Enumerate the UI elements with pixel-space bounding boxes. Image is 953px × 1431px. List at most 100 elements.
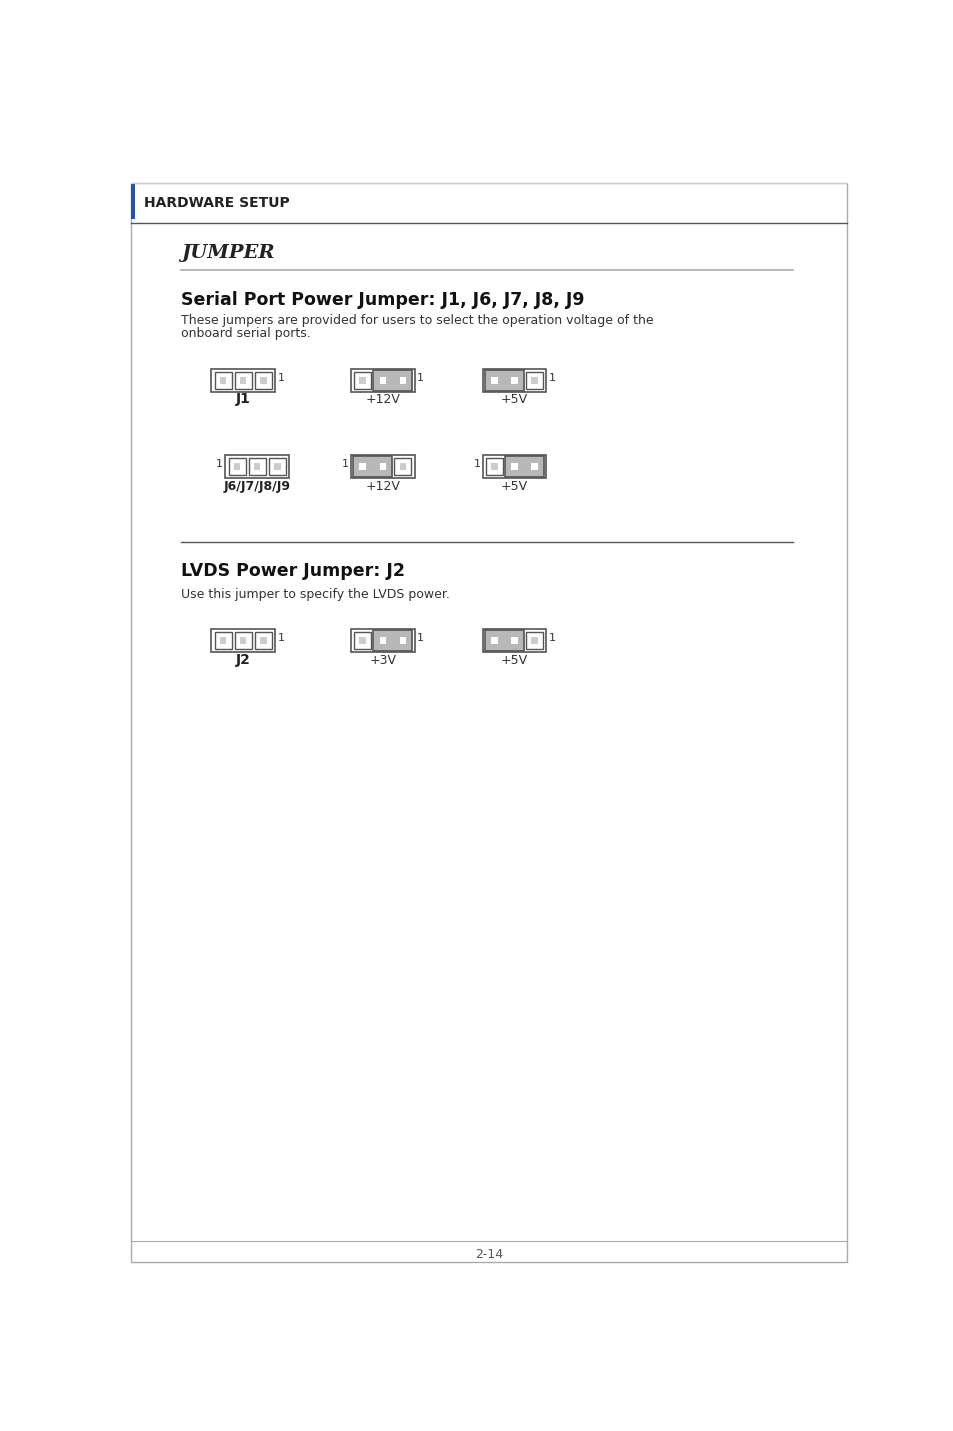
Bar [525,633,542,650]
Bar [379,637,386,644]
Bar [374,458,391,475]
Bar [482,455,546,478]
Bar [240,637,246,644]
Bar [485,633,502,650]
Text: Serial Port Power Jumper: J1, J6, J7, J8, J9: Serial Port Power Jumper: J1, J6, J7, J8… [181,290,584,309]
Bar [234,372,252,389]
Bar [219,637,226,644]
Bar [269,458,286,475]
Bar [484,630,523,651]
Bar [511,637,517,644]
Bar [274,464,280,469]
Bar [394,372,411,389]
Bar [511,378,517,384]
Bar [353,456,392,478]
Text: 1: 1 [548,634,555,644]
Bar [359,464,365,469]
Bar [131,183,134,219]
Bar [260,378,266,384]
Bar [354,633,371,650]
Text: +5V: +5V [500,394,528,406]
Text: J2: J2 [235,653,251,667]
Bar [229,458,245,475]
Bar [491,637,497,644]
Bar [351,369,415,392]
Text: 1: 1 [548,373,555,384]
Text: 1: 1 [277,373,284,384]
Bar [394,633,411,650]
Bar [531,464,537,469]
Text: onboard serial ports.: onboard serial ports. [181,326,311,341]
Bar [373,369,412,391]
Bar [531,378,537,384]
Bar [354,458,371,475]
Bar [351,630,415,653]
Bar [254,372,272,389]
Text: +12V: +12V [365,394,399,406]
Bar [505,633,522,650]
Bar [399,637,406,644]
Bar [359,637,365,644]
Bar [511,464,517,469]
Bar [379,464,386,469]
Bar [485,458,502,475]
Bar [491,378,497,384]
Bar [374,372,391,389]
Bar [219,378,226,384]
Bar [212,369,274,392]
Bar [482,630,546,653]
Bar [394,458,411,475]
Text: 1: 1 [473,459,480,469]
Bar [511,378,517,384]
Bar [399,637,406,644]
Bar [484,369,523,391]
Text: LVDS Power Jumper: J2: LVDS Power Jumper: J2 [181,562,405,581]
Bar [399,464,406,469]
Bar [379,637,386,644]
Bar [373,630,412,651]
Bar [491,637,497,644]
Bar [485,372,502,389]
Bar [253,464,260,469]
Text: J1: J1 [235,392,251,406]
Bar [505,458,522,475]
Bar [505,456,543,478]
Text: 2-14: 2-14 [475,1248,502,1261]
Bar [482,369,546,392]
Bar [359,464,365,469]
Text: 1: 1 [277,634,284,644]
Bar [511,637,517,644]
Bar [399,378,406,384]
Text: +3V: +3V [369,654,395,667]
Text: 1: 1 [416,373,423,384]
Text: These jumpers are provided for users to select the operation voltage of the: These jumpers are provided for users to … [181,313,653,326]
Bar [233,464,240,469]
Bar [234,633,252,650]
Bar [491,464,497,469]
Bar [399,378,406,384]
Text: JUMPER: JUMPER [181,245,274,262]
Bar [359,378,365,384]
Bar [354,372,371,389]
Text: J6/J7/J8/J9: J6/J7/J8/J9 [223,479,291,492]
Bar [531,464,537,469]
Text: +5V: +5V [500,654,528,667]
Bar [214,633,232,650]
Text: 1: 1 [416,634,423,644]
Bar [511,464,517,469]
Text: HARDWARE SETUP: HARDWARE SETUP [144,196,290,210]
Bar [531,637,537,644]
Bar [351,455,415,478]
Bar [212,630,274,653]
Text: 1: 1 [216,459,223,469]
Bar [214,372,232,389]
Text: Use this jumper to specify the LVDS power.: Use this jumper to specify the LVDS powe… [181,588,450,601]
Bar [491,378,497,384]
Text: +12V: +12V [365,479,399,492]
Bar [260,637,266,644]
Text: +5V: +5V [500,479,528,492]
Text: 1: 1 [341,459,348,469]
Bar [254,633,272,650]
Bar [249,458,266,475]
Bar [379,378,386,384]
